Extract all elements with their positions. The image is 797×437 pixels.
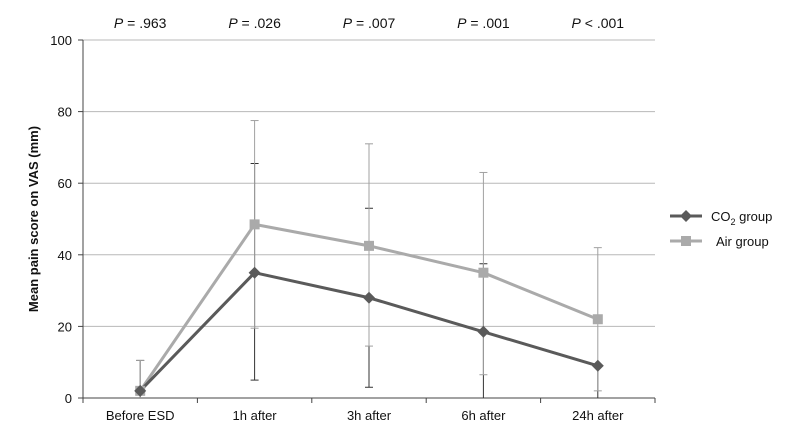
p-value-label: P = .026: [228, 15, 281, 31]
x-tick-label: 3h after: [347, 408, 392, 423]
series-markers: [134, 219, 604, 397]
data-point: [477, 325, 490, 338]
legend-label: CO2 group: [711, 209, 772, 227]
y-tick-label: 80: [58, 105, 72, 120]
data-point: [364, 240, 374, 251]
data-point: [363, 291, 375, 304]
y-tick-label: 0: [65, 391, 72, 406]
p-value-label: P < .001: [572, 15, 625, 31]
data-point: [134, 384, 147, 397]
legend: CO2 group Air group: [670, 209, 772, 249]
legend-marker: [680, 210, 692, 222]
data-point: [249, 219, 260, 230]
y-tick-label: 60: [58, 176, 72, 191]
p-value-label: P = .963: [114, 15, 167, 31]
x-tick-label: 24h after: [572, 408, 624, 423]
p-value-label: P = .007: [343, 15, 396, 31]
data-point: [478, 267, 489, 278]
data-point: [248, 266, 261, 279]
y-axis-label: Mean pain score on VAS (mm): [26, 126, 41, 312]
y-tick-label: 40: [58, 248, 72, 263]
x-tick-label: 6h after: [461, 408, 506, 423]
data-point: [592, 314, 603, 325]
y-tick-label: 100: [50, 33, 72, 48]
x-tick-label: Before ESD: [106, 408, 175, 423]
legend-label: Air group: [716, 234, 769, 249]
y-tick-label: 20: [58, 319, 72, 334]
data-point: [591, 359, 604, 372]
axes: [78, 39, 656, 403]
x-tick-labels: Before ESD 1h after 3h after 6h after 24h af…: [106, 408, 624, 423]
legend-marker: [681, 236, 691, 246]
error-bars: [136, 120, 602, 398]
x-tick-label: 1h after: [233, 408, 278, 423]
p-value-labels: P = .963 P = .026 P = .007 P = .001 P < .001: [114, 15, 624, 31]
y-tick-labels: 0 20 40 60 80 100: [50, 33, 72, 406]
p-value-label: P = .001: [457, 15, 510, 31]
